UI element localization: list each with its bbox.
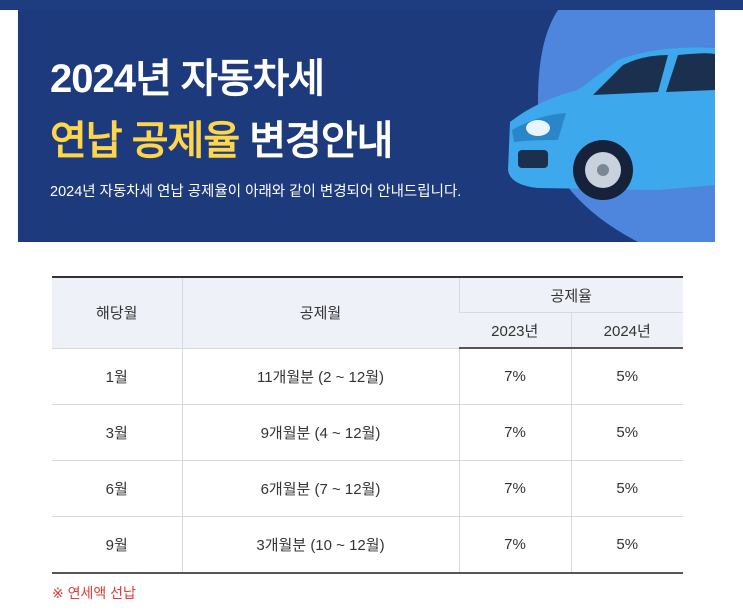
title-rest: 변경안내 — [249, 119, 393, 163]
table-cell: 9개월분 (4 ~ 12월) — [181, 404, 459, 461]
table-cell: 5% — [570, 460, 683, 517]
banner-art — [508, 10, 715, 242]
table-cell: 1월 — [52, 348, 182, 405]
table-cell: 9월 — [52, 516, 182, 574]
table-cell: 7% — [458, 460, 571, 517]
banner-title-line1: 2024년 자동차세 — [50, 57, 325, 101]
banner-title-line2: 연납 공제율 변경안내 — [50, 108, 393, 166]
table-cell: 6개월분 (7 ~ 12월) — [181, 460, 459, 517]
footnote: ※ 연세액 선납 — [52, 585, 136, 601]
table-row: 1월 11개월분 (2 ~ 12월) 7% 5% — [52, 348, 683, 405]
rate-table: 해당월 공제월 공제율 2023년 2024년 1월 11개월분 (2 ~ 12월… — [52, 276, 683, 574]
table-cell: 7% — [458, 516, 571, 574]
table-cell: 5% — [570, 404, 683, 461]
table-cell: 3월 — [52, 404, 182, 461]
header-cell: 2023년 — [459, 312, 571, 349]
car-illustration — [508, 47, 715, 200]
header-cell: 2024년 — [570, 312, 683, 349]
table-cell: 7% — [458, 404, 571, 461]
banner: 2024년 자동차세 연납 공제율 변경안내 2024년 자동차세 연납 공제율… — [18, 10, 715, 242]
table-cell: 5% — [570, 516, 683, 574]
table-row: 3월 9개월분 (4 ~ 12월) 7% 5% — [52, 404, 683, 461]
table-cell: 5% — [570, 348, 683, 405]
table-cell: 6월 — [52, 460, 182, 517]
table-row: 6월 6개월분 (7 ~ 12월) 7% 5% — [52, 460, 683, 517]
title-highlight: 연납 공제율 — [50, 119, 240, 163]
header-cell: 공제율 — [458, 276, 683, 313]
top-strip — [0, 0, 743, 10]
header-cell: 해당월 — [52, 276, 182, 349]
table-cell: 7% — [458, 348, 571, 405]
table-row: 9월 3개월분 (10 ~ 12월) 7% 5% — [52, 516, 683, 574]
table-cell: 3개월분 (10 ~ 12월) — [181, 516, 459, 574]
header-cell: 공제월 — [181, 276, 459, 349]
banner-subtitle: 2024년 자동차세 연납 공제율이 아래와 같이 변경되어 안내드립니다. — [50, 184, 462, 200]
table-cell: 11개월분 (2 ~ 12월) — [181, 348, 459, 405]
